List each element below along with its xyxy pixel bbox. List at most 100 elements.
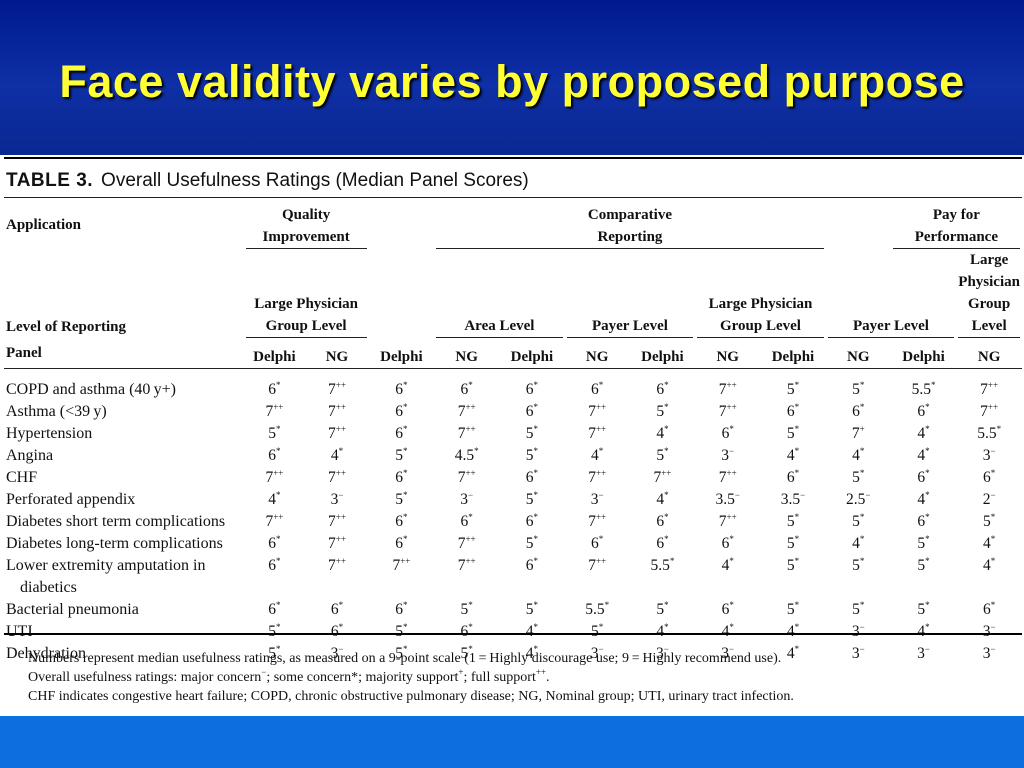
rating-cell: 5* [891, 555, 957, 599]
rating-cell: 4* [630, 489, 696, 511]
header-level-of-reporting: Level of Reporting [6, 319, 126, 335]
rating-value: 5 [786, 557, 795, 574]
rating-value: 5 [656, 447, 665, 464]
rating-support-mark: * [990, 468, 996, 478]
rating-cell: 5* [826, 369, 891, 402]
header-pay-for-performance: Pay for Performance [890, 197, 1022, 249]
rating-value: 6 [330, 623, 339, 640]
rating-support-mark: − [865, 490, 871, 500]
rating-cell: 5* [434, 599, 499, 621]
rating-cell: 5* [891, 533, 957, 555]
rating-support-mark: ++ [273, 402, 284, 412]
rating-value: 3 [982, 447, 991, 464]
rating-value: 3.5 [715, 491, 735, 508]
rating-cell: 7++ [305, 533, 368, 555]
rating-cell: 6* [499, 401, 565, 423]
rating-value: 6 [268, 557, 277, 574]
rating-value: 4.5 [454, 447, 475, 464]
rating-support-mark: − [859, 622, 865, 632]
rating-support-mark: * [794, 512, 800, 522]
header-quality-improvement: Quality Improvement [243, 197, 369, 249]
rating-value: 6 [330, 601, 339, 618]
rating-value: 5 [395, 491, 404, 508]
rating-cell: 5* [434, 643, 499, 665]
rating-value: 7 [457, 557, 466, 574]
rating-value: 4 [591, 447, 599, 464]
rating-cell: 6* [499, 467, 565, 489]
row-application-label: Hypertension [6, 425, 93, 442]
header-panel-delphi: Delphi [243, 338, 306, 369]
rating-support-mark: * [276, 446, 281, 456]
rating-cell: 3− [695, 445, 760, 467]
rating-value: 7 [328, 557, 336, 574]
rating-value: 4 [786, 447, 795, 464]
title-band [0, 0, 1024, 155]
row-application-label: CHF [6, 469, 38, 486]
rating-support-mark: * [664, 446, 669, 456]
rating-support-mark: * [338, 622, 344, 632]
rating-support-mark: * [403, 468, 408, 478]
rating-value: 5 [656, 403, 665, 420]
rating-cell: 4* [244, 489, 306, 511]
rating-cell: 7++ [695, 511, 760, 533]
rating-value: 3 [656, 645, 664, 662]
rating-support-mark: * [533, 644, 539, 654]
rating-cell: 2− [956, 489, 1022, 511]
rating-cell: 6* [369, 599, 435, 621]
rating-support-mark: − [729, 446, 735, 456]
row-application-label: COPD and asthma (40 y+) [6, 381, 176, 398]
rating-value: 5.5 [585, 601, 605, 618]
header-panel-ng: NG [825, 338, 891, 369]
rating-cell: 7++ [695, 369, 760, 402]
rating-support-mark: * [403, 402, 408, 412]
rating-support-mark: * [664, 402, 669, 412]
rating-support-mark: − [468, 490, 474, 500]
rating-support-mark: * [925, 490, 930, 500]
rating-value: 7 [588, 513, 596, 530]
rating-value: 6 [460, 623, 469, 640]
rating-support-mark: ++ [400, 556, 411, 566]
rating-support-mark: * [859, 446, 865, 456]
rating-support-mark: * [403, 644, 408, 654]
header-cr-large-physician-group-level: Large Physician Group Level [695, 249, 826, 338]
rating-support-mark: * [533, 380, 539, 390]
rating-value: 3 [590, 491, 599, 508]
rating-support-mark: * [403, 622, 408, 632]
rating-cell: 5.5* [891, 369, 957, 402]
rating-support-mark: − [729, 644, 735, 654]
row-application-label: Bacterial pneumonia [6, 601, 139, 618]
table-row: Perforated appendix 4* 3− 5* 3− 5* 3− 4* 3.5− 3.5… [4, 489, 1022, 511]
rating-value: 4 [786, 645, 795, 662]
rating-value: 3 [851, 623, 860, 640]
rating-support-mark: − [859, 644, 865, 654]
rating-value: 6 [721, 425, 730, 442]
rating-support-mark: * [990, 600, 996, 610]
rating-cell: 5* [760, 533, 826, 555]
rating-cell: 6* [956, 599, 1022, 621]
rating-support-mark: * [533, 534, 539, 544]
rating-support-mark: * [925, 424, 930, 434]
rating-cell: 5* [826, 555, 891, 599]
rating-value: 7 [980, 381, 988, 398]
rating-cell: 5* [244, 423, 306, 445]
header-panel-delphi: Delphi [629, 338, 696, 369]
rating-cell: 5* [630, 445, 696, 467]
rating-value: 5 [786, 535, 795, 552]
rating-support-mark: * [794, 468, 800, 478]
rating-cell: 7++ [434, 423, 499, 445]
rating-value: 5 [525, 601, 534, 618]
header-panel-ng: NG [564, 338, 630, 369]
header-panel-delphi: Delphi [368, 338, 435, 369]
rating-value: 7 [265, 403, 274, 420]
rating-value: 5 [786, 425, 795, 442]
rating-support-mark: ++ [595, 402, 607, 412]
rating-support-mark: − [800, 490, 806, 500]
rating-value: 4 [917, 491, 926, 508]
rating-cell: 3− [956, 445, 1022, 467]
rating-value: 4 [917, 425, 926, 442]
rating-support-mark: ++ [335, 402, 346, 412]
rating-value: 6 [460, 381, 469, 398]
rating-value: 5 [268, 425, 277, 442]
rating-cell: 6* [760, 401, 826, 423]
rating-support-mark: ++ [726, 512, 737, 522]
